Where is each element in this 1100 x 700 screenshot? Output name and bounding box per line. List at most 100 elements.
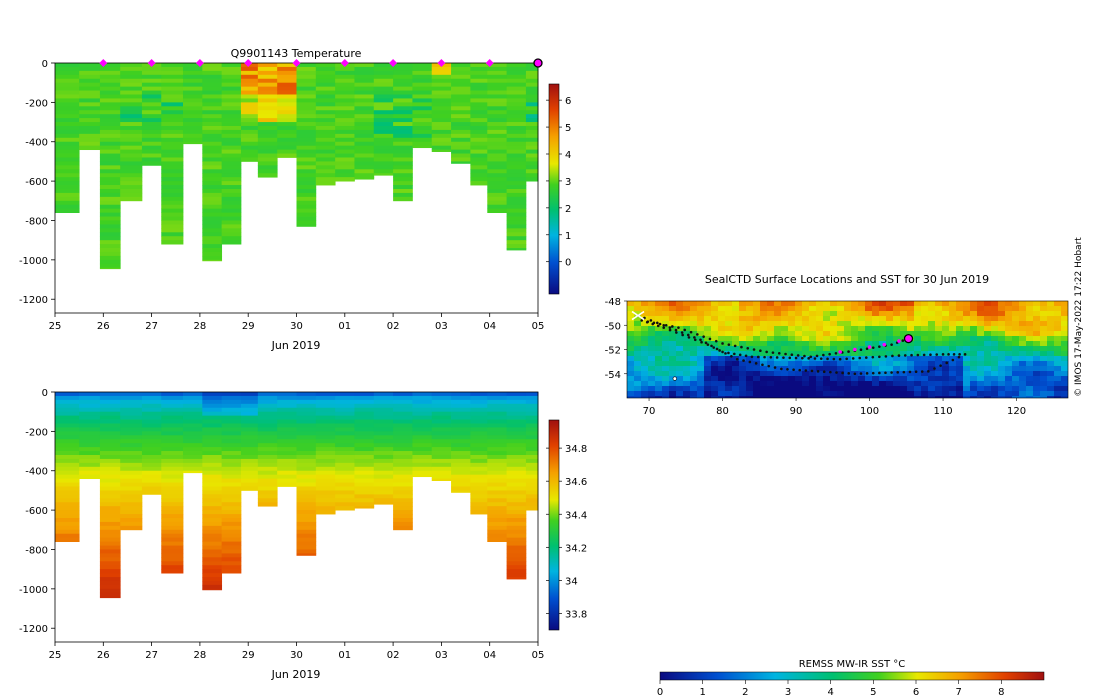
temperature-cell [99,161,121,166]
track-point [656,324,660,328]
salinity-cell [393,525,413,531]
sst-cell [753,386,761,392]
salinity-cell [451,466,471,472]
sst-cell [844,336,852,342]
temperature-cell [525,149,539,154]
salinity-cell [202,498,223,503]
salinity-cell [373,502,394,505]
sst-cell [1026,341,1034,347]
sst-cell [1012,301,1020,307]
salinity-cell [120,470,143,476]
sst-cell [718,361,726,367]
sst-cell [963,366,971,372]
sst-cell [886,326,894,332]
x-tick-label: 01 [338,650,351,661]
salinity-cell [202,478,223,483]
sst-cell [725,386,733,392]
temperature-cell [221,188,242,194]
sst-cell [858,336,866,342]
temperature-cell [55,114,80,119]
temperature-cell [487,90,508,95]
sst-cell [1012,376,1020,382]
temperature-cell [79,78,101,84]
temperature-cell [506,125,527,131]
temperature-cell [79,106,101,111]
temperature-cell [257,94,278,99]
sst-cell [1061,396,1068,398]
track-point [829,370,832,374]
temperature-cell [79,145,101,151]
salinity-cell [120,447,143,452]
temperature-cell [354,110,375,115]
track-point [658,322,662,326]
salinity-cell [141,443,162,448]
sst-cell [732,326,740,332]
temperature-x-axis: 25 26 27 28 29 30 01 02 03 04 05 [49,313,544,332]
sst-cell [977,396,985,398]
salinity-cell [506,478,527,483]
sst-cell [676,306,684,312]
salinity-cell [470,447,488,452]
sst-cell [1012,356,1020,362]
temperature-cell [470,114,488,119]
sst-cell [893,356,901,362]
temperature-cell [506,236,527,241]
salinity-cell [315,486,336,491]
temperature-cell [487,177,508,182]
temperature-cell [451,98,471,103]
sst-cell [956,331,964,337]
sst-cell [1019,356,1027,362]
sst-cell [760,346,768,352]
sst-cell [865,306,873,312]
temperature-cell [354,70,375,76]
temperature-cell [487,102,508,107]
sst-cell [1012,351,1020,357]
sst-cell [977,341,985,347]
temperature-cell [487,196,508,202]
salinity-cell [141,411,162,417]
salinity-cell [240,454,259,460]
sst-cell [886,306,894,312]
salinity-cell [182,415,203,420]
sst-cell [970,361,978,367]
track-point [712,346,716,349]
sst-cell [879,366,887,372]
sst-cell [1033,366,1041,372]
sst-cell [893,386,901,392]
sst-cell [865,351,873,357]
sst-cell [1026,366,1034,372]
salinity-cell [202,466,223,472]
temperature-cell [221,181,242,186]
y-tick-label: -200 [25,98,48,109]
temperature-cell [161,141,184,147]
temperature-cell [277,63,297,68]
sst-cell [1061,331,1068,337]
temperature-cell [202,255,223,261]
temperature-cell [525,125,539,131]
temperature-cell [525,70,539,76]
track-point [941,353,945,356]
temperature-cell [257,90,278,95]
salinity-cell [120,478,143,483]
sst-cell [697,331,705,337]
sst-cell [1005,301,1013,307]
salinity-cell [296,435,317,440]
temperature-cell [99,208,121,214]
sst-cell [998,376,1006,382]
salinity-cell [161,474,184,480]
salinity-cell [161,541,184,546]
temperature-cell [315,145,336,151]
sst-cell [991,316,999,322]
sst-cell [802,351,810,357]
temperature-cell [470,137,488,143]
sst-cell [1005,326,1013,332]
sst-cell [683,386,691,392]
colorbar-tick-label: 4 [565,150,571,161]
sst-cell [1061,341,1068,347]
salinity-cell [506,525,527,531]
temperature-cell [373,149,394,154]
temperature-cell [412,63,433,68]
sst-cell [830,396,838,398]
salinity-cell [315,470,336,476]
sst-cell [837,321,845,327]
